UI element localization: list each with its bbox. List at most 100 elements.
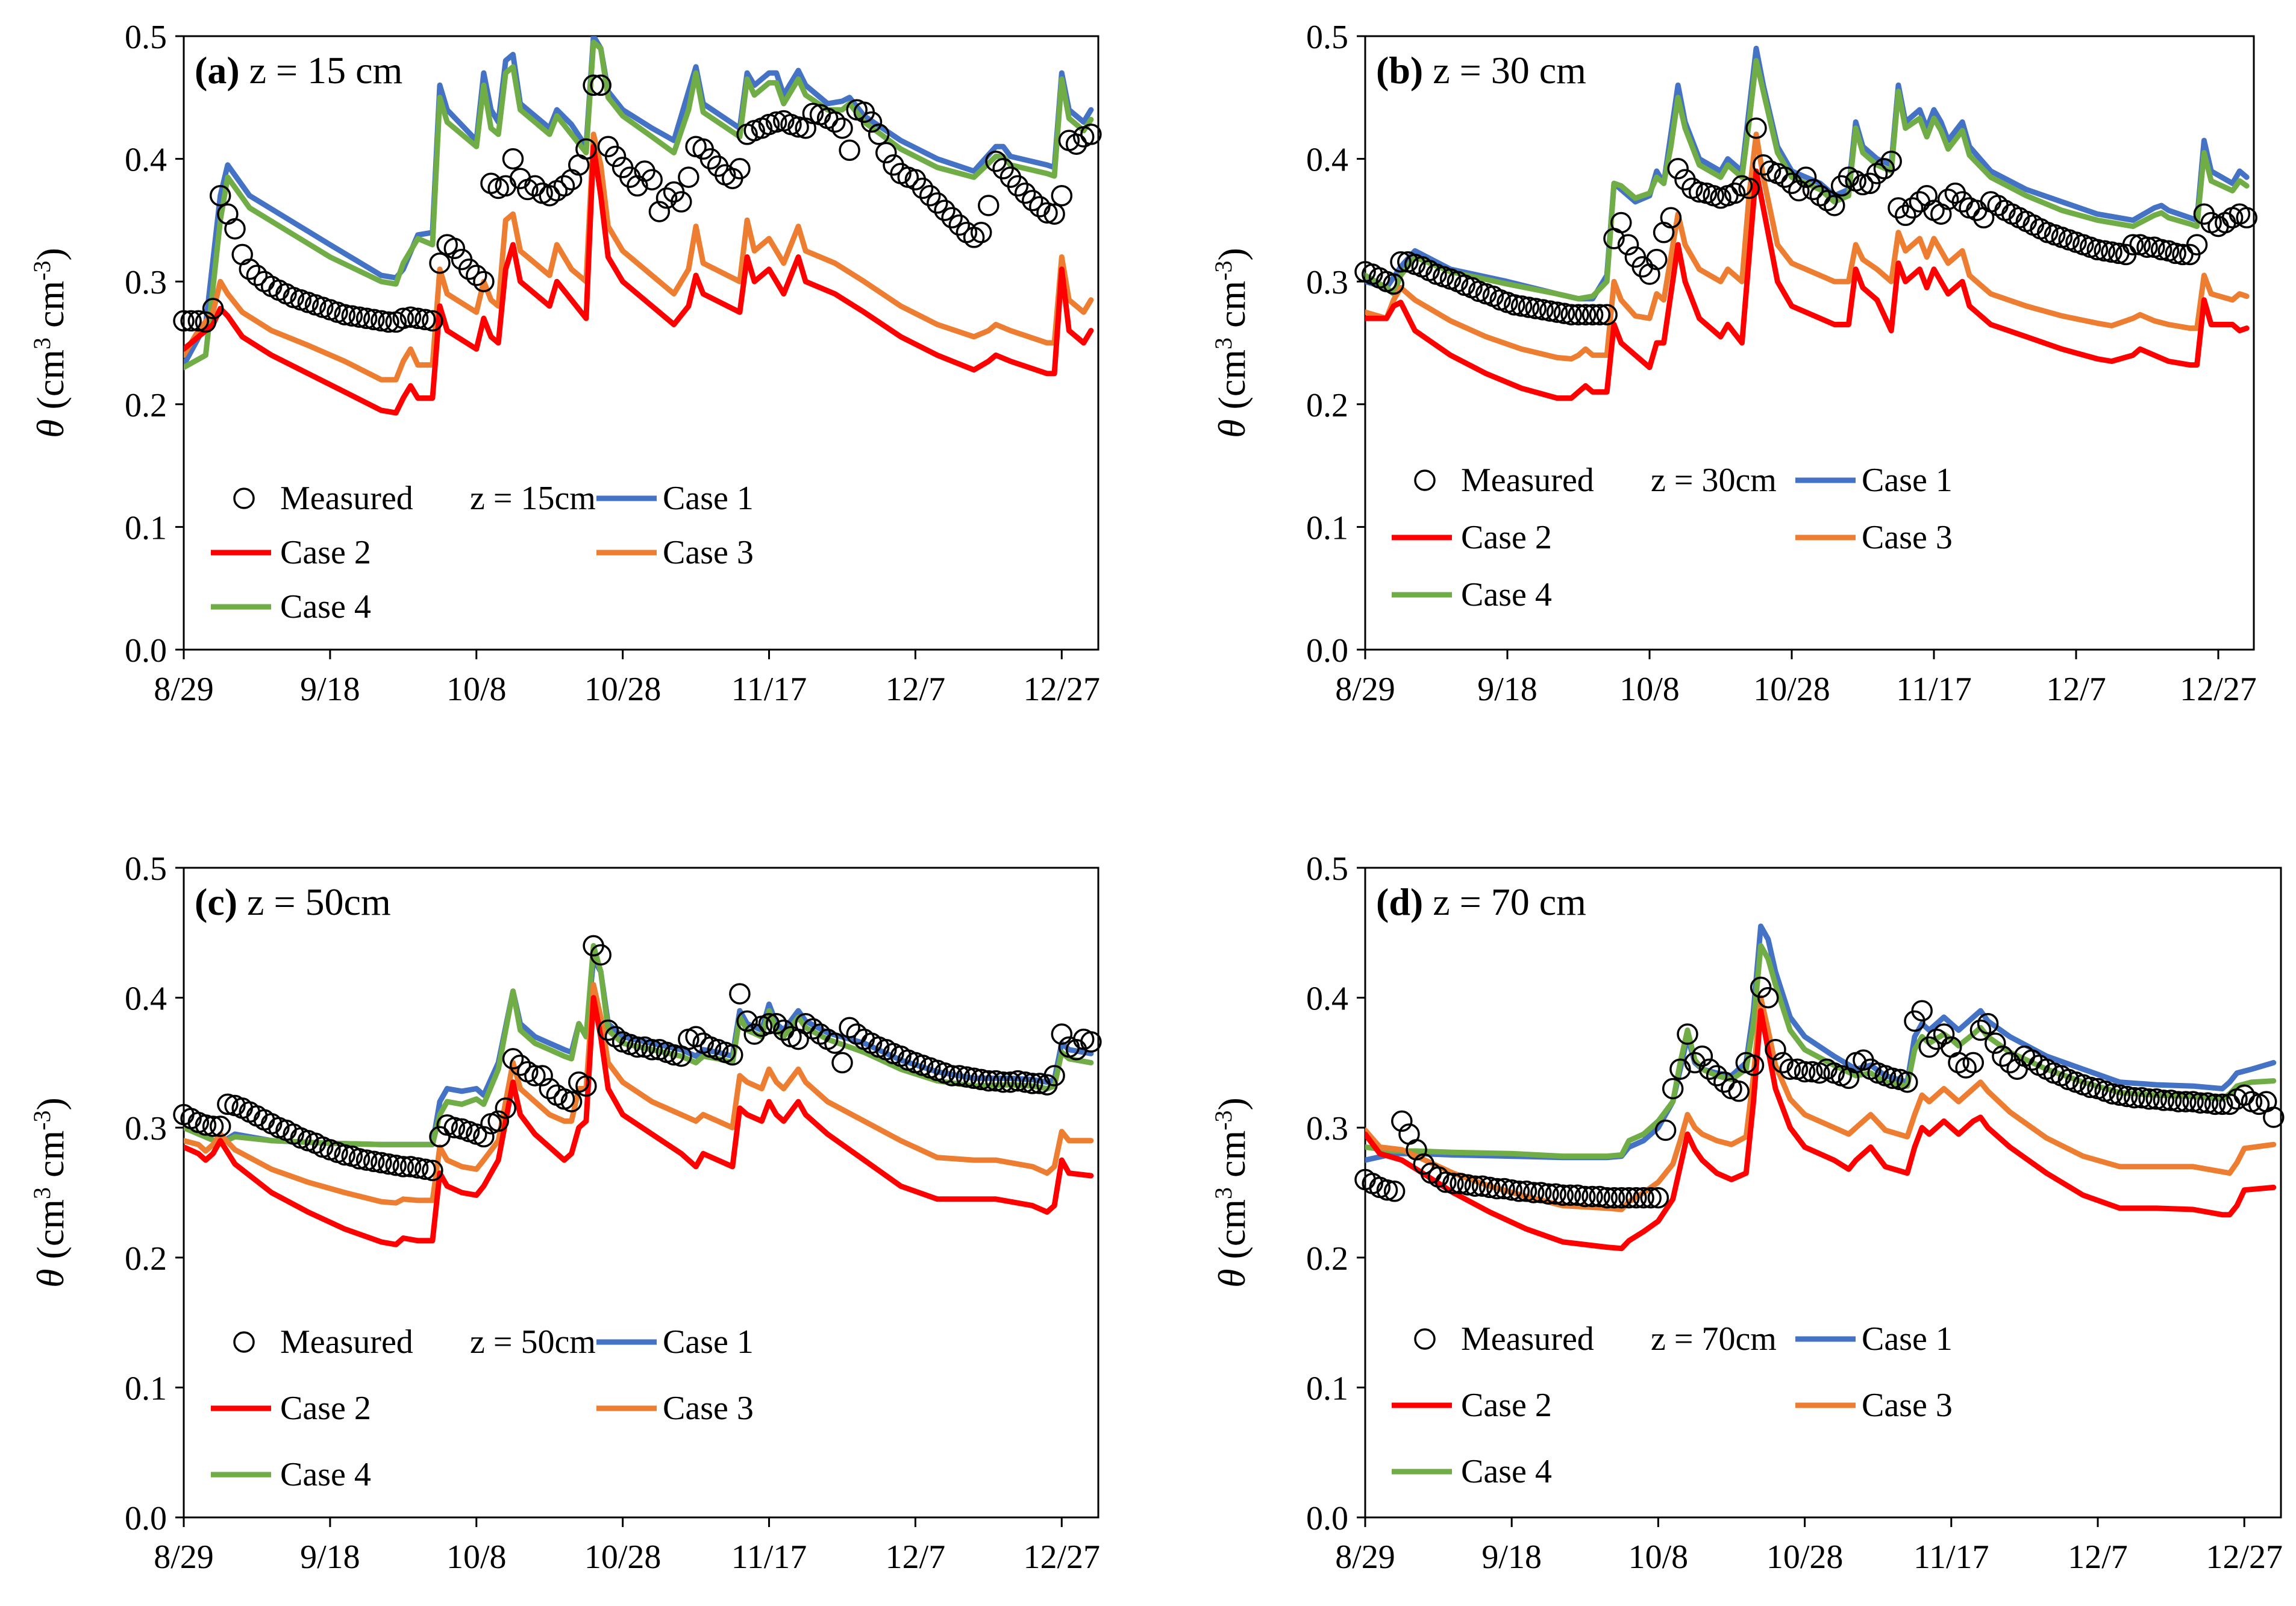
measured-point: [1545, 1183, 1566, 1205]
measured-point: [1772, 1052, 1794, 1074]
measured-point: [502, 148, 524, 170]
measured-point: [414, 1158, 436, 1180]
measured-point: [736, 1010, 758, 1032]
measured-point: [802, 1018, 824, 1040]
measured-point: [919, 184, 941, 207]
y-tick-label: 0.5: [125, 19, 167, 56]
legend-measured-marker: [1414, 1328, 1436, 1350]
ylabel-unit-3: ): [1210, 1097, 1253, 1110]
measured-point: [999, 1071, 1022, 1093]
measured-point: [1654, 1119, 1677, 1141]
x-tick-label: 9/18: [300, 671, 360, 708]
measured-point: [1895, 204, 1916, 227]
measured-point: [941, 1065, 963, 1087]
measured-point: [1007, 175, 1029, 197]
x-tick-label: 12/27: [1023, 1539, 1100, 1576]
measured-point: [1948, 1052, 1969, 1074]
measured-point: [239, 259, 261, 280]
ylabel-sup-2: -3: [28, 1110, 55, 1130]
x-tick-label: 10/8: [446, 671, 507, 708]
measured-point: [443, 237, 466, 259]
ylabel-unit-1: (cm: [29, 350, 72, 419]
measured-point: [963, 1067, 985, 1090]
measured-point: [399, 1156, 422, 1178]
measured-point: [539, 1077, 560, 1100]
measured-point: [1728, 1081, 1750, 1102]
measured-point: [392, 307, 414, 330]
measured-point: [1937, 189, 1959, 210]
measured-point: [1646, 248, 1668, 271]
measured-point: [422, 310, 443, 332]
series-lines: [1365, 923, 2277, 1252]
measured-point: [1383, 273, 1404, 295]
panel-d: 0.0 0.1 0.2 0.3 0.4 0.5 8/29 9/18 10/8 10/28 11/17…: [1210, 850, 2285, 1576]
measured-point: [1888, 197, 1909, 219]
measured-point: [1738, 177, 1760, 199]
measured-point: [195, 1114, 217, 1136]
legend-depth-label: z = 30cm: [1651, 462, 1777, 499]
measured-point: [560, 1091, 583, 1112]
x-tick-label: 9/18: [300, 1539, 360, 1576]
panel-title-label: (a): [195, 49, 240, 92]
legend-measured-label: Measured: [1461, 462, 1594, 499]
y-tick-label: 0.5: [1306, 19, 1348, 56]
measured-point: [1383, 1181, 1406, 1202]
legend-case3-label: Case 3: [663, 1390, 754, 1427]
measured-point: [1522, 1182, 1545, 1203]
measured-point: [371, 1152, 392, 1174]
measured-point: [1539, 300, 1561, 322]
measured-point: [758, 1012, 780, 1035]
measured-point: [531, 1065, 553, 1087]
measured-point: [2101, 241, 2122, 263]
ylabel-unit-2: cm: [1210, 281, 1253, 337]
measured-point: [1852, 174, 1874, 196]
measured-point: [1802, 178, 1824, 201]
legend: Measured z = 30cm Case 1 Case 2 Case 3 Case 4: [1392, 462, 1953, 613]
measured-point: [1691, 1045, 1713, 1067]
measured-point: [1962, 1052, 1985, 1074]
measured-point: [392, 1156, 414, 1178]
measured-point: [627, 1036, 648, 1058]
measured-point: [1537, 1183, 1559, 1205]
legend-measured-marker: [233, 488, 255, 509]
measured-point: [1504, 294, 1525, 316]
y-tick-label: 0.3: [1306, 1110, 1348, 1147]
ylabel-unit-3: ): [29, 1097, 72, 1110]
y-tick-label: 0.0: [1306, 632, 1348, 670]
measured-point: [671, 191, 692, 213]
panel-title: (b) z = 30 cm: [1376, 49, 1586, 92]
ylabel-sup-2: -3: [28, 260, 55, 280]
panel-title-depth: z = 30 cm: [1423, 49, 1586, 92]
panel-title: (c) z = 50cm: [195, 880, 391, 923]
ylabel-symbol: θ: [1210, 419, 1253, 438]
series-line-case1: [1365, 923, 2277, 1163]
measured-point: [2153, 1090, 2175, 1111]
measured-point: [1080, 124, 1102, 145]
y-tick-label: 0.0: [1306, 1500, 1348, 1537]
measured-point: [466, 265, 487, 286]
measured-point: [1043, 203, 1065, 225]
y-tick-label: 0.4: [1306, 142, 1348, 179]
measured-point: [422, 1159, 443, 1182]
measured-point: [948, 1065, 971, 1087]
measured-point: [378, 1153, 399, 1175]
measured-point: [195, 311, 217, 333]
plot-area: [183, 35, 1100, 651]
panel-title-depth: z = 15 cm: [240, 49, 403, 92]
measured-point: [1021, 1073, 1043, 1094]
measured-point: [678, 166, 699, 188]
measured-point: [2150, 239, 2172, 261]
measured-point: [1765, 1039, 1786, 1061]
measured-point: [2182, 1091, 2204, 1112]
measured-point: [597, 1019, 619, 1041]
measured-point: [970, 1068, 992, 1091]
legend-case2-label: Case 2: [280, 534, 371, 571]
measured-point: [1999, 1052, 2021, 1074]
y-axis-label: θ (cm3 cm-3): [28, 1097, 72, 1288]
measured-point: [2204, 1093, 2226, 1115]
measured-point: [2138, 1088, 2160, 1110]
x-tick-label: 10/28: [1766, 1539, 1844, 1576]
measured-point: [1880, 150, 1902, 172]
measured-point: [1457, 1174, 1478, 1196]
